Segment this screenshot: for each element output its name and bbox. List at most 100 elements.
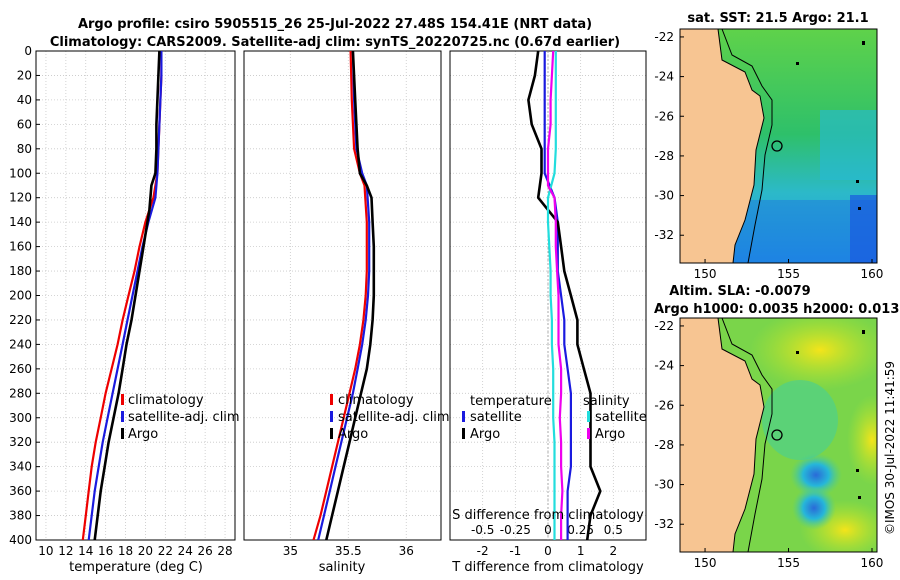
y-tick-label: 180 bbox=[9, 264, 32, 278]
sla-yellow-anomaly bbox=[750, 318, 877, 390]
y-tick-label: 0 bbox=[24, 44, 32, 58]
sla-map-axes: 150 155 160 -22 -24 -26 -28 -30 -32 bbox=[654, 317, 883, 570]
x-tick-label: -1 bbox=[509, 544, 521, 558]
map-y-tick-label: -28 bbox=[654, 149, 674, 163]
series-group bbox=[81, 51, 163, 540]
salinity-legend: climatology satellite-adj. clim Argo bbox=[330, 393, 450, 442]
x-tick-label: 10 bbox=[38, 544, 53, 558]
x-tick-label: 22 bbox=[158, 544, 173, 558]
legend-swatch-t-argo bbox=[462, 428, 465, 439]
salinity-xlabel: salinity bbox=[319, 560, 366, 575]
x-tick-label: 1 bbox=[577, 544, 585, 558]
series-line-t-argo bbox=[527, 51, 602, 540]
island-marker bbox=[856, 180, 859, 183]
top-tick-label: -0.5 bbox=[471, 523, 494, 537]
map-x-tick-label: 155 bbox=[777, 267, 800, 281]
temperature-xlabel: temperature (deg C) bbox=[69, 560, 203, 575]
diff-top-label: S difference from climatology bbox=[452, 508, 644, 523]
legend-swatch-s-argo bbox=[587, 428, 590, 439]
series-line-satellite-adj-clim bbox=[87, 51, 163, 540]
sla-shelf-contour bbox=[721, 318, 773, 552]
x-tick-label: -2 bbox=[477, 544, 489, 558]
x-tick-label: 24 bbox=[178, 544, 193, 558]
map-y-tick-label: -22 bbox=[654, 319, 674, 333]
top-tick-label: 0 bbox=[544, 523, 552, 537]
map-y-tick-label: -30 bbox=[654, 189, 674, 203]
x-tick-label: 12 bbox=[58, 544, 73, 558]
island-marker bbox=[858, 496, 861, 499]
sla-land bbox=[680, 318, 764, 552]
sla-coastline bbox=[717, 318, 765, 552]
island-marker bbox=[862, 41, 865, 45]
sla-low-anomaly bbox=[790, 453, 842, 497]
y-tick-label: 300 bbox=[9, 411, 32, 425]
legend-swatch-t-satellite bbox=[462, 411, 465, 422]
legend-label-argo: Argo bbox=[338, 427, 368, 442]
temperature-panel: 10 12 14 16 18 20 22 24 26 2802040608010012014016… bbox=[9, 44, 236, 558]
sst-shelf-contour bbox=[721, 29, 773, 263]
diff-xlabel: T difference from climatology bbox=[451, 560, 644, 575]
series-line-argo bbox=[325, 51, 376, 540]
y-tick-label: 340 bbox=[9, 460, 32, 474]
map-x-tick-label: 150 bbox=[694, 556, 717, 570]
y-tick-label: 160 bbox=[9, 240, 32, 254]
map-x-tick-label: 160 bbox=[861, 267, 884, 281]
x-tick-label: 35 bbox=[283, 544, 298, 558]
y-tick-label: 240 bbox=[9, 337, 32, 351]
top-tick-label: -0.25 bbox=[500, 523, 531, 537]
legend-label-argo: Argo bbox=[128, 427, 158, 442]
series-group bbox=[527, 51, 602, 540]
y-tick-label: 360 bbox=[9, 484, 32, 498]
legend-title-salinity: salinity bbox=[583, 394, 630, 409]
argo-position-marker bbox=[771, 140, 783, 152]
y-tick-label: 280 bbox=[9, 386, 32, 400]
legend-label-t-satellite: satellite bbox=[470, 410, 522, 425]
sla-map bbox=[680, 318, 877, 552]
island-marker bbox=[858, 207, 861, 210]
legend-label-s-satellite: satellite bbox=[595, 410, 647, 425]
salinity-panel: 35 35.5 36 bbox=[243, 50, 442, 558]
sla-low-anomaly bbox=[792, 486, 836, 530]
x-tick-label: 20 bbox=[138, 544, 153, 558]
series-line-argo bbox=[93, 51, 161, 540]
sla-map-title-line2: Argo h1000: 0.0035 h2000: 0.013 bbox=[654, 302, 899, 317]
x-tick-label: 2 bbox=[610, 544, 618, 558]
island-marker bbox=[856, 469, 859, 472]
figure-title-line1: Argo profile: csiro 5905515_26 25-Jul-20… bbox=[78, 17, 592, 32]
plot-area bbox=[244, 51, 441, 540]
map-y-tick-label: -26 bbox=[654, 109, 674, 123]
sst-patch bbox=[820, 110, 877, 180]
y-tick-label: 100 bbox=[9, 166, 32, 180]
map-frame bbox=[679, 317, 878, 553]
map-x-tick-label: 150 bbox=[694, 267, 717, 281]
sst-land bbox=[680, 29, 764, 263]
argo-position-marker bbox=[771, 429, 783, 441]
y-tick-label: 200 bbox=[9, 289, 32, 303]
difference-panel: -2 -1 0 1 2-0.5 -0.25 0 0.25 0.5 bbox=[449, 50, 647, 558]
y-tick-label: 20 bbox=[17, 68, 32, 82]
map-y-tick-label: -24 bbox=[654, 70, 674, 84]
series-group bbox=[312, 51, 376, 540]
legend-label-satellite: satellite-adj. clim bbox=[128, 410, 240, 425]
x-tick-label: 36 bbox=[399, 544, 414, 558]
legend-title-temperature: temperature bbox=[470, 394, 552, 409]
map-y-tick-label: -32 bbox=[654, 517, 674, 531]
y-tick-label: 260 bbox=[9, 362, 32, 376]
figure-title-line2: Climatology: CARS2009. Satellite-adj cli… bbox=[50, 35, 620, 50]
legend-swatch-s-satellite bbox=[587, 411, 590, 422]
legend-swatch-satellite bbox=[121, 411, 124, 422]
x-tick-label: 28 bbox=[217, 544, 232, 558]
series-line-t-satellite bbox=[543, 51, 573, 540]
sla-map-title-line1: Altim. SLA: -0.0079 bbox=[669, 284, 810, 299]
island-marker bbox=[796, 62, 799, 65]
y-tick-label: 40 bbox=[17, 93, 32, 107]
legend-label-satellite: satellite-adj. clim bbox=[338, 410, 450, 425]
plot-frame bbox=[243, 50, 442, 541]
sla-yellow-anomaly bbox=[847, 395, 877, 485]
sst-map bbox=[680, 29, 877, 263]
legend-swatch-climatology bbox=[330, 394, 333, 405]
series-line-satellite-adj-clim bbox=[317, 51, 371, 540]
legend-label-climatology: climatology bbox=[128, 393, 204, 408]
island-marker bbox=[862, 330, 865, 334]
legend-label-climatology: climatology bbox=[338, 393, 414, 408]
